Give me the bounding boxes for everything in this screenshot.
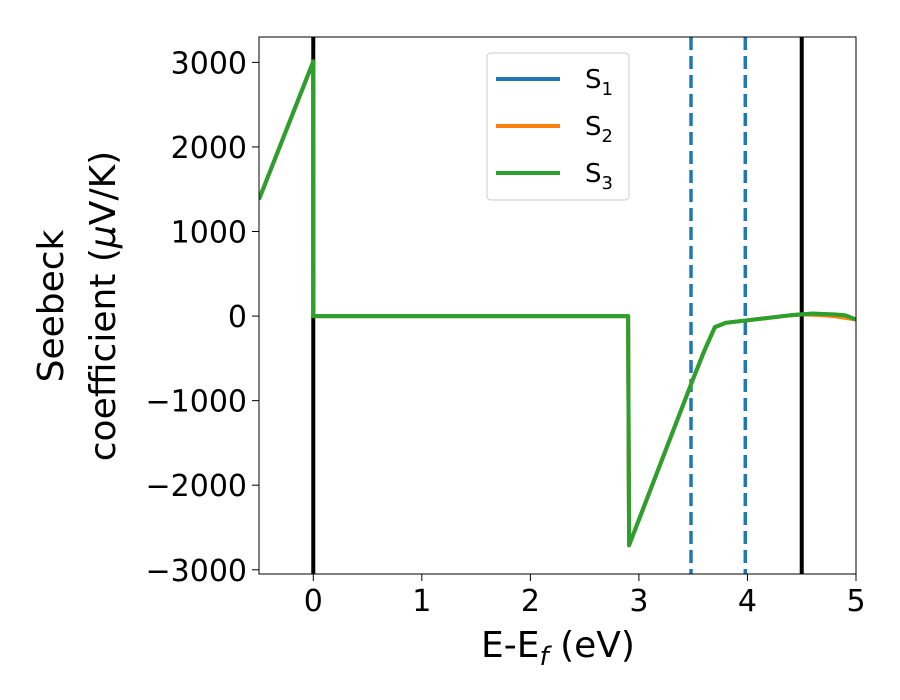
legend: S1 S2 S3 — [486, 52, 630, 201]
plot-frame — [258, 36, 857, 575]
legend-label-2: S2 — [585, 112, 613, 147]
y-axis-title-line2: coefficient (μV/K) — [83, 151, 124, 461]
x-tick-label: 2 — [521, 584, 540, 619]
y-tick-label: −3000 — [146, 554, 247, 589]
x-tick-label: 3 — [629, 584, 648, 619]
y-axis-ticks: −3000 −2000 −1000 0 1000 2000 3000 — [146, 46, 259, 589]
x-axis-ticks: 0 1 2 3 4 5 — [304, 574, 866, 619]
x-tick-label: 4 — [738, 584, 757, 619]
series-lines — [259, 59, 856, 548]
series-line-3 — [259, 59, 856, 548]
y-tick-label: 2000 — [171, 131, 247, 166]
x-axis-title: E-Ef (eV) — [481, 625, 635, 672]
y-axis-title-line1: Seebeck — [31, 229, 72, 382]
legend-label-1: S1 — [585, 65, 613, 100]
plot-area — [258, 36, 857, 575]
y-tick-label: 3000 — [171, 46, 247, 81]
legend-entries: S1 S2 S3 — [496, 65, 613, 194]
y-tick-label: −2000 — [146, 469, 247, 504]
legend-label-3: S3 — [585, 159, 613, 194]
x-tick-label: 5 — [846, 584, 865, 619]
x-tick-label: 1 — [412, 584, 431, 619]
y-tick-label: −1000 — [146, 385, 247, 420]
y-tick-label: 0 — [228, 300, 247, 335]
y-tick-label: 1000 — [171, 216, 247, 251]
y-axis-title: Seebeck coefficient (μV/K) — [31, 151, 124, 461]
x-tick-label: 0 — [304, 584, 323, 619]
